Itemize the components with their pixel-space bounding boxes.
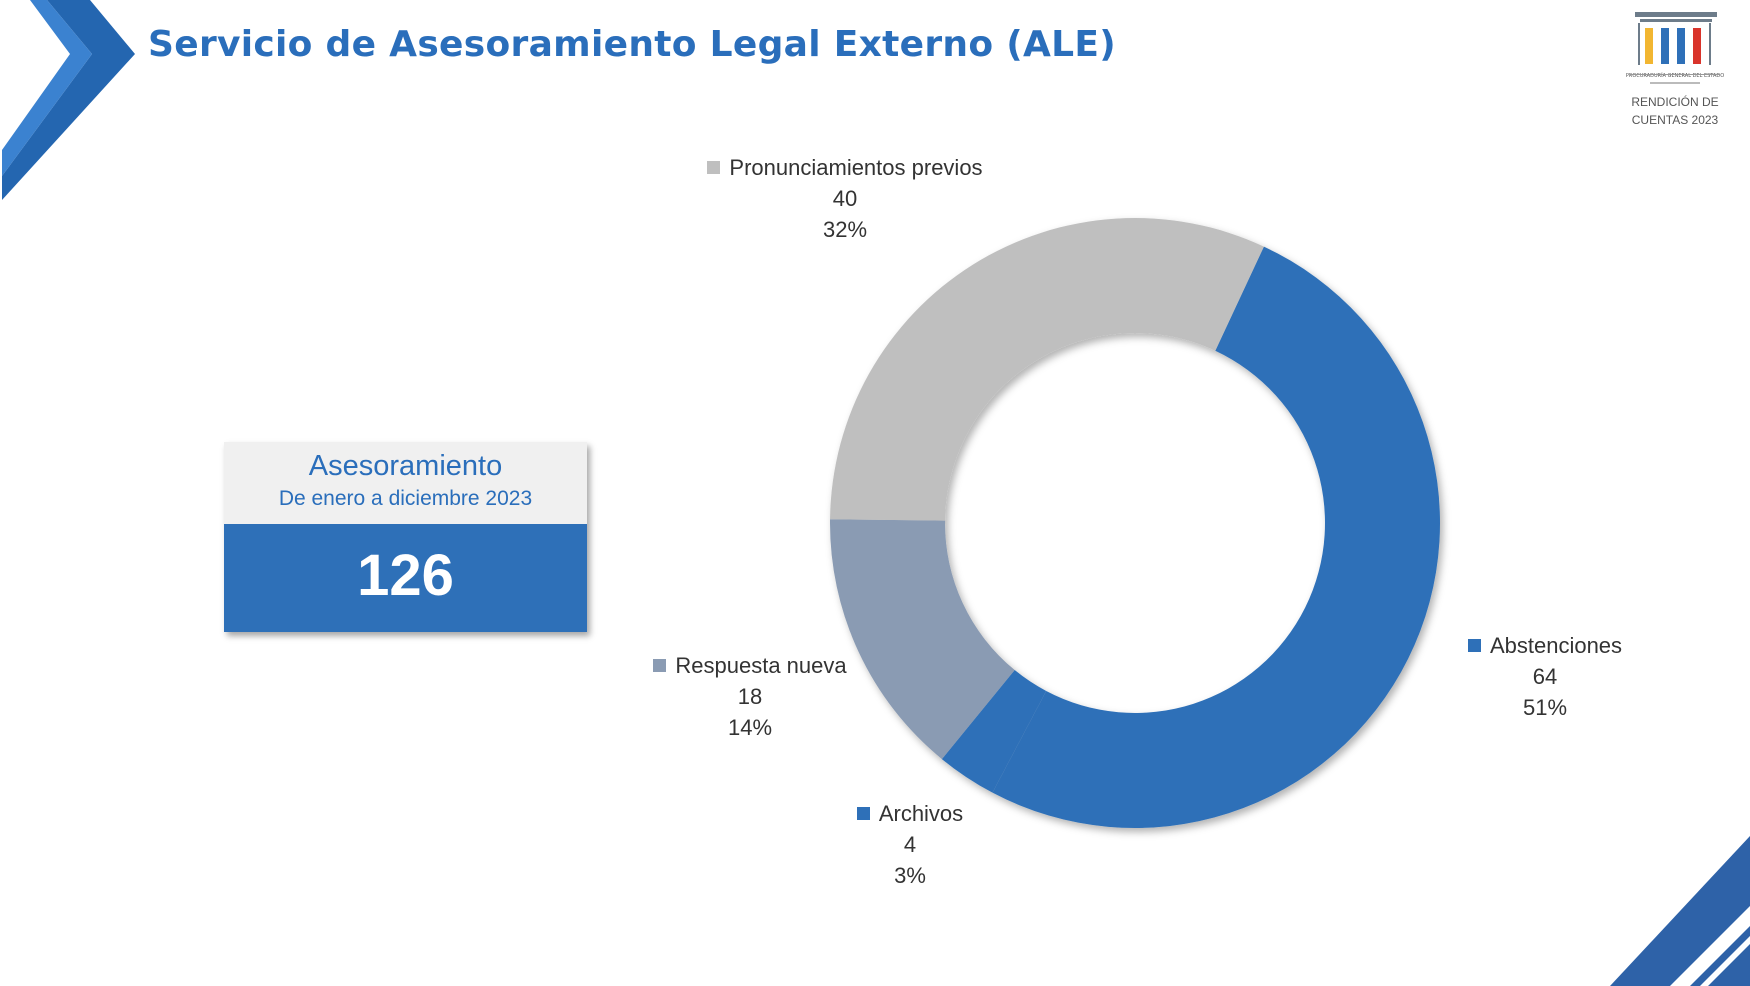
legend-swatch — [653, 659, 667, 672]
institution-logo: PROCURADURÍA GENERAL DEL ESTADO — [1626, 12, 1724, 84]
kpi-period: De enero a diciembre 2023 — [278, 487, 533, 510]
slice-label: Pronunciamientos previos 40 32% — [700, 152, 990, 245]
page-title: Servicio de Asesoramiento Legal Externo … — [148, 24, 1117, 65]
donut-slice-pronunciamientos-previos — [830, 217, 1264, 521]
kpi-value: 126 — [357, 543, 454, 608]
slice-label: Abstenciones 64 51% — [1420, 630, 1670, 723]
kpi-label: Asesoramiento — [308, 450, 503, 482]
slice-value: 40 — [832, 186, 858, 211]
kpi-value-box: 126 — [224, 524, 587, 632]
slice-percent: 14% — [727, 715, 773, 740]
donut-slice-abstenciones — [992, 246, 1440, 829]
corner-decoration — [1610, 836, 1750, 986]
legend-swatch — [1467, 639, 1481, 652]
kpi-header: Asesoramiento De enero a diciembre 2023 — [224, 442, 587, 524]
slice-percent: 32% — [822, 217, 868, 242]
slice-name: Pronunciamientos previos — [729, 155, 983, 180]
slice-value: 18 — [737, 684, 763, 709]
logo-org-text: PROCURADURÍA GENERAL DEL ESTADO — [1626, 72, 1724, 79]
logo-caption-line2: CUENTAS 2023 — [1631, 113, 1719, 127]
logo-caption-line1: RENDICIÓN DE — [1631, 95, 1719, 109]
slice-percent: 51% — [1522, 695, 1568, 720]
slice-value: 4 — [903, 832, 917, 857]
slice-percent: 3% — [894, 863, 926, 888]
kpi-card: Asesoramiento De enero a diciembre 2023 … — [224, 442, 587, 632]
slice-name: Archivos — [878, 801, 964, 826]
donut-slice-respuesta-nueva — [830, 519, 1015, 760]
slice-label: Archivos 4 3% — [795, 798, 1025, 891]
slice-name: Abstenciones — [1489, 633, 1623, 658]
slice-label: Respuesta nueva 18 14% — [610, 650, 890, 743]
slice-value: 64 — [1532, 664, 1558, 689]
legend-swatch — [707, 161, 721, 174]
legend-swatch — [856, 807, 870, 820]
donut-slice-archivos — [941, 670, 1047, 793]
logo-caption: RENDICIÓN DE CUENTAS 2023 — [1600, 93, 1750, 129]
slice-name: Respuesta nueva — [675, 653, 847, 678]
chevron-decoration — [2, 0, 135, 200]
